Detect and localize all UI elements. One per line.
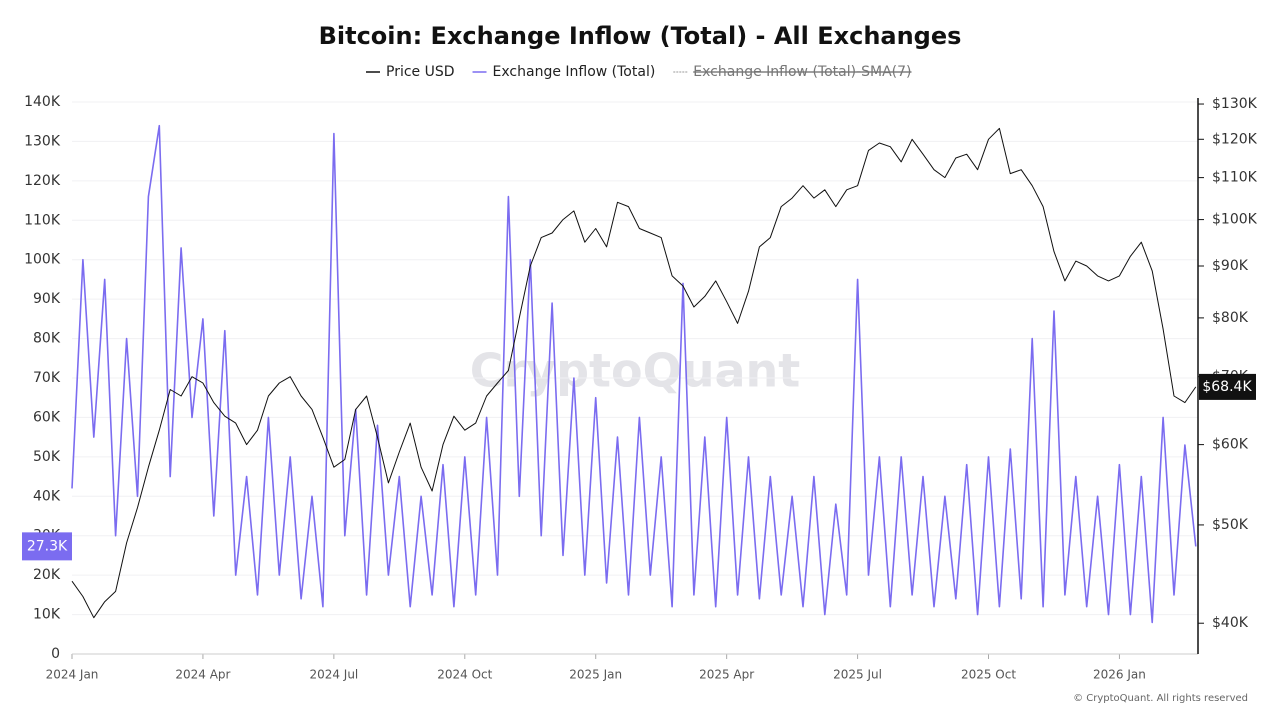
- y2-tick-label: $90K: [1212, 258, 1249, 274]
- y-tick-label: 60K: [33, 409, 61, 425]
- x-tick-label: 2026 Jan: [1093, 668, 1146, 682]
- x-tick-label: 2024 Jul: [309, 668, 358, 682]
- y-tick-label: 110K: [24, 212, 61, 228]
- y-tick-label: 50K: [33, 449, 61, 465]
- y2-tick-label: $40K: [1212, 615, 1249, 631]
- last-value-label: $68.4K: [1202, 379, 1252, 395]
- y-tick-label: 120K: [24, 173, 61, 189]
- last-value-label: 27.3K: [27, 538, 68, 554]
- footer: © CryptoQuant. All rights reserved: [1073, 693, 1248, 704]
- y-tick-label: 0: [51, 646, 60, 662]
- y2-tick-label: $80K: [1212, 310, 1249, 326]
- y-tick-label: 20K: [33, 567, 61, 583]
- last-value-box: [22, 532, 72, 561]
- x-tick-label: 2025 Oct: [961, 668, 1016, 682]
- legend: Price USD Exchange Inflow (Total) Exchange…: [366, 64, 912, 80]
- y2-tick-label: $120K: [1212, 131, 1258, 147]
- y2-tick-label: $100K: [1212, 212, 1258, 228]
- last-value-box: [1199, 373, 1256, 400]
- series-line: [71, 127, 1197, 619]
- y-tick-label: 10K: [33, 607, 61, 623]
- x-tick-label: 2024 Oct: [437, 668, 492, 682]
- chart-title: Bitcoin: Exchange Inflow (Total) - All E…: [319, 22, 962, 50]
- y2-tick-label: $50K: [1212, 517, 1249, 533]
- x-tick-label: 2024 Apr: [175, 668, 230, 682]
- y-tick-label: 70K: [33, 370, 61, 386]
- legend-label: Price USD: [386, 64, 455, 80]
- y2-tick-label: $110K: [1212, 170, 1258, 186]
- y2-tick-label: $130K: [1212, 96, 1258, 112]
- y-tick-label: 40K: [33, 488, 61, 504]
- series-line: [71, 124, 1197, 624]
- y2-tick-label: $60K: [1212, 437, 1249, 453]
- y-tick-label: 100K: [24, 252, 61, 268]
- y-tick-label: 80K: [33, 331, 61, 347]
- y-tick-label: 140K: [24, 94, 61, 110]
- x-tick-label: 2025 Jan: [569, 668, 622, 682]
- y-tick-label: 90K: [33, 291, 61, 307]
- y-tick-label: 130K: [24, 133, 61, 149]
- x-tick-label: 2025 Jul: [833, 668, 882, 682]
- legend-label: Exchange Inflow (Total): [493, 64, 656, 80]
- x-tick-label: 2024 Jan: [46, 668, 99, 682]
- watermark: CryptoQuant: [470, 344, 801, 398]
- x-tick-label: 2025 Apr: [699, 668, 754, 682]
